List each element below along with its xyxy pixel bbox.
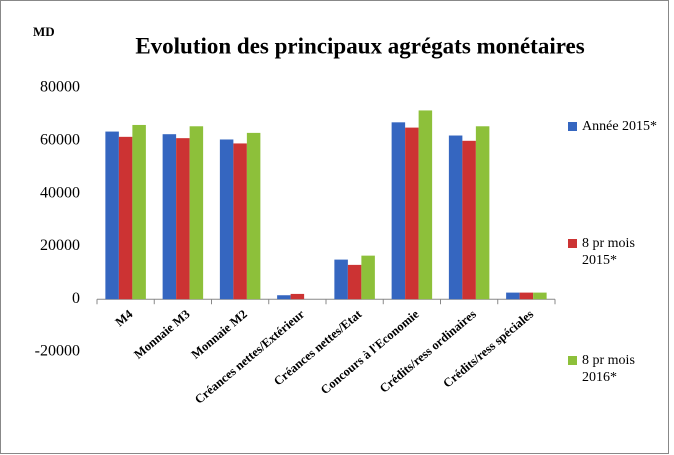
legend-swatch: [568, 122, 577, 131]
bar: [391, 122, 406, 300]
bar: [533, 292, 547, 300]
bar: [277, 295, 291, 300]
bar: [219, 139, 234, 300]
bar: [162, 134, 177, 300]
bar: [176, 138, 190, 300]
bar: [105, 131, 119, 300]
bar: [132, 124, 146, 300]
legend-swatch: [568, 356, 577, 365]
bar: [448, 135, 463, 300]
bar: [475, 126, 490, 300]
bar: [347, 264, 362, 300]
bar: [334, 259, 348, 300]
chart-title: Evolution des principaux agrégats monéta…: [135, 33, 584, 58]
y-tick-label: -20000: [35, 343, 80, 360]
bar: [118, 136, 133, 300]
bar: [233, 143, 247, 300]
bar: [361, 255, 375, 300]
bar: [189, 126, 204, 300]
y-tick-label: 0: [72, 290, 80, 307]
bar: [519, 292, 534, 300]
bar: [405, 127, 419, 300]
bar: [418, 110, 433, 300]
bar: [246, 132, 261, 300]
y-tick-label: 60000: [40, 131, 80, 148]
legend-label: 8 pr mois 2016*: [582, 353, 635, 385]
y-tick-label: 40000: [40, 184, 80, 201]
bar: [506, 292, 520, 300]
y-tick-label: 20000: [40, 237, 80, 254]
y-tick-label: 80000: [40, 79, 80, 96]
bar: [462, 140, 476, 300]
legend-swatch: [568, 239, 577, 248]
legend-label: Année 2015*: [582, 119, 658, 134]
bar: [290, 293, 305, 300]
unit-label: MD: [33, 24, 55, 39]
legend-label: 8 pr mois 2015*: [582, 236, 635, 268]
